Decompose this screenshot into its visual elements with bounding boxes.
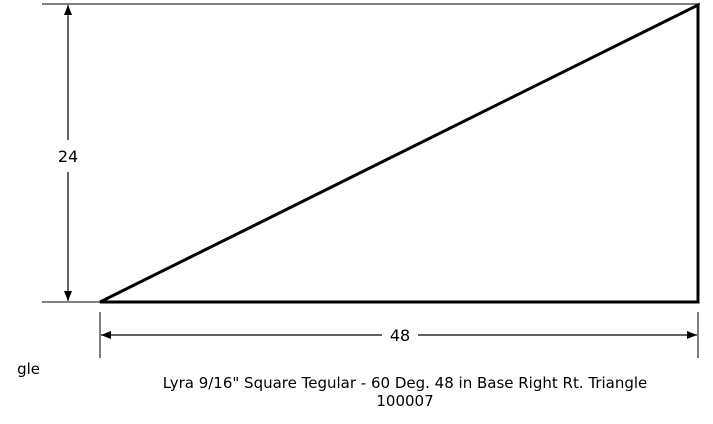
height-dimension-label: 24 xyxy=(58,147,78,166)
drawing-title: Lyra 9/16" Square Tegular - 60 Deg. 48 i… xyxy=(162,374,648,392)
base-dimension-label: 48 xyxy=(390,326,410,345)
right-triangle xyxy=(99,2,700,304)
part-number: 100007 xyxy=(376,392,434,410)
clipped-text-fragment: gle xyxy=(17,360,40,378)
